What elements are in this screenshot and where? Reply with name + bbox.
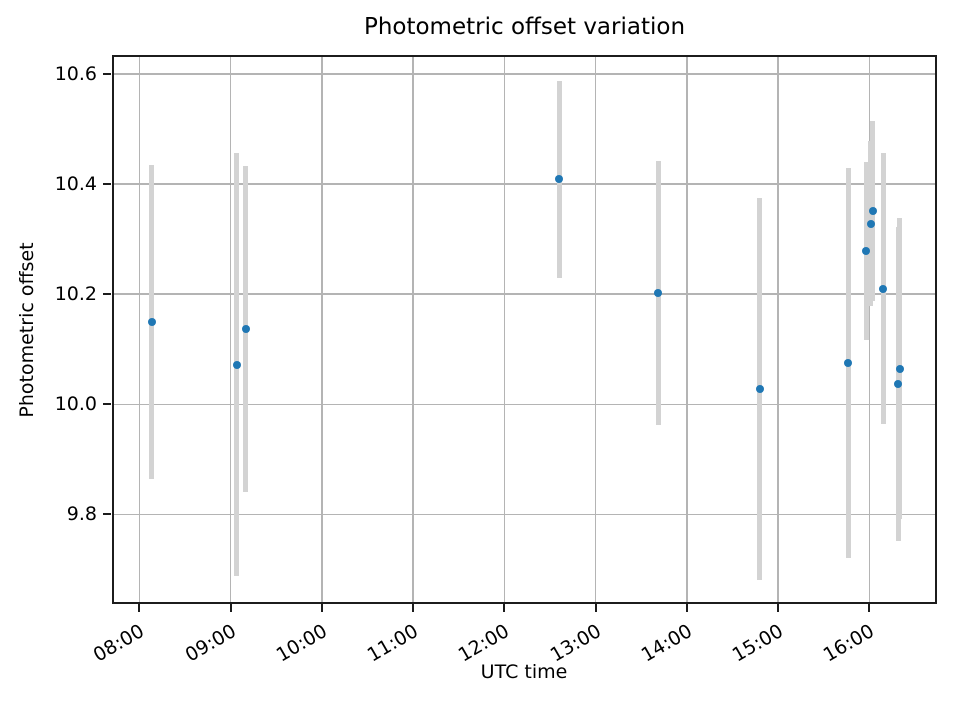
data-point-marker <box>868 207 877 216</box>
x-gridline <box>503 55 506 604</box>
data-point-marker <box>232 360 241 369</box>
x-tick-mark <box>320 604 323 612</box>
y-tick-label: 10.4 <box>54 173 97 196</box>
y-gridline <box>112 73 937 76</box>
data-point-marker <box>894 379 903 388</box>
x-gridline <box>412 55 414 604</box>
x-gridline <box>138 55 141 604</box>
x-gridline <box>868 55 871 604</box>
y-gridline <box>112 183 937 186</box>
data-point-marker <box>879 284 888 293</box>
data-point-marker <box>866 219 875 228</box>
y-tick-mark <box>103 183 111 186</box>
y-gridline <box>112 403 937 406</box>
x-gridline <box>686 55 688 604</box>
y-gridline <box>112 513 937 516</box>
data-point-marker <box>844 359 853 368</box>
x-gridline <box>229 55 232 604</box>
y-tick-mark <box>103 513 111 516</box>
data-point-marker <box>895 364 904 373</box>
y-axis-label: Photometric offset <box>16 242 38 418</box>
data-point-marker <box>147 317 156 326</box>
data-point-marker <box>241 324 250 333</box>
x-tick-mark <box>777 604 780 612</box>
y-tick-label: 9.8 <box>66 503 97 526</box>
chart-title: Photometric offset variation <box>363 14 686 40</box>
x-tick-mark <box>503 604 506 612</box>
x-tick-mark <box>685 604 688 612</box>
y-tick-mark <box>103 403 111 406</box>
x-axis-label: UTC time <box>480 661 568 683</box>
y-tick-mark <box>103 73 111 76</box>
x-tick-mark <box>229 604 232 612</box>
y-tick-label: 10.6 <box>54 63 97 86</box>
x-tick-mark <box>412 604 415 612</box>
data-point-marker <box>755 384 764 393</box>
y-tick-mark <box>103 293 111 296</box>
x-gridline <box>321 55 323 604</box>
data-point-marker <box>862 247 871 256</box>
x-tick-mark <box>594 604 597 612</box>
y-tick-label: 10.2 <box>54 283 97 306</box>
x-gridline <box>777 55 779 604</box>
data-point-marker <box>654 289 663 298</box>
y-tick-label: 10.0 <box>54 393 97 416</box>
x-tick-mark <box>138 604 141 612</box>
data-point-marker <box>555 175 564 184</box>
x-gridline <box>594 55 597 604</box>
y-gridline <box>112 293 937 296</box>
x-tick-mark <box>868 604 871 612</box>
